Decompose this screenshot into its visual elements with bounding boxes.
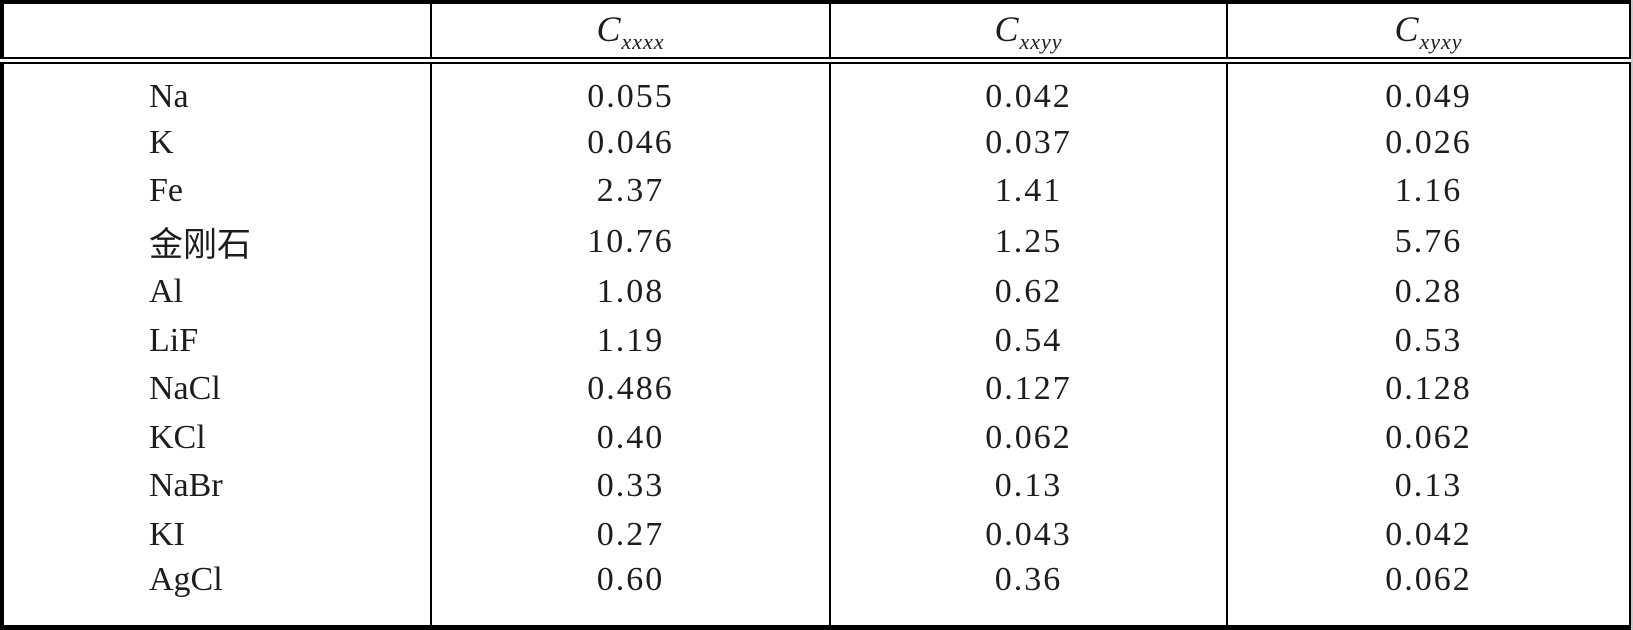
material-label: 金刚石 [149,227,251,265]
cxyxy-value: 0.128 [1226,364,1631,414]
cxyxy-value: 0.062 [1226,558,1631,628]
material-label: KI [149,515,185,553]
cxyxy-value: 0.062 [1226,413,1631,462]
cxxxx-value: 0.046 [430,118,830,167]
cxxxx-value: 1.08 [430,267,830,317]
material-label: NaBr [149,467,223,505]
cxyxy-value: 0.026 [1226,118,1631,167]
cxxxx-value: 0.055 [430,60,830,119]
cxxyy-subscript: xxyy [1019,29,1063,55]
table-row-lif: LiF 1.19 0.54 0.53 [2,316,1631,365]
table-row-k: K 0.046 0.037 0.026 [2,118,1631,167]
table-row-al: Al 1.08 0.62 0.28 [2,267,1631,317]
cxxyy-value: 1.25 [829,215,1227,268]
cxxyy-value: 0.042 [829,60,1227,119]
table-row-na: Na 0.055 0.042 0.049 [2,60,1631,119]
cxxyy-value: 0.36 [829,558,1227,628]
cxyxy-symbol: C [1394,9,1420,50]
table-row-nabr: NaBr 0.33 0.13 0.13 [2,461,1631,511]
cxxyy-value: 0.127 [829,364,1227,414]
cxxyy-value: 0.54 [829,316,1227,365]
cxxxx-value: 1.19 [430,316,830,365]
material-label: K [149,123,174,161]
cxyxy-value: 0.042 [1226,510,1631,559]
header-cell-cxxxx: Cxxxx [430,2,830,64]
material-label: NaCl [149,370,221,408]
cxxxx-subscript: xxxx [621,29,665,55]
cxxyy-value: 0.13 [829,461,1227,511]
header-cell-cxyxy: Cxyxy [1226,2,1631,64]
cxxxx-value: 0.33 [430,461,830,511]
cxxxx-value: 0.60 [430,558,830,628]
cxxyy-value: 1.41 [829,166,1227,216]
cxxxx-value: 2.37 [430,166,830,216]
cxxyy-symbol: C [994,9,1020,50]
material-label: Fe [149,172,183,210]
table-row-agcl: AgCl 0.60 0.36 0.062 [2,558,1631,628]
header-cell-cxxyy: Cxxyy [829,2,1227,64]
cxxyy-value: 0.037 [829,118,1227,167]
material-label: KCl [149,418,206,456]
cxxyy-value: 0.043 [829,510,1227,559]
cxyxy-value: 1.16 [1226,166,1631,216]
scan-edge-artifact [1631,0,1633,630]
header-cell-material [2,2,431,64]
cxyxy-value: 5.76 [1226,215,1631,268]
cxxxx-value: 0.27 [430,510,830,559]
cxxyy-value: 0.62 [829,267,1227,317]
cxyxy-subscript: xyxy [1419,29,1463,55]
cxxxx-value: 10.76 [430,215,830,268]
table-row-fe: Fe 2.37 1.41 1.16 [2,166,1631,216]
material-label: LiF [149,321,199,359]
cxxxx-value: 0.40 [430,413,830,462]
cxyxy-value: 0.049 [1226,60,1631,119]
material-label: AgCl [149,560,223,598]
cxxxx-symbol: C [596,9,622,50]
material-label: Na [149,78,189,116]
table-row-nacl: NaCl 0.486 0.127 0.128 [2,364,1631,414]
cxyxy-value: 0.28 [1226,267,1631,317]
table-row-ki: KI 0.27 0.043 0.042 [2,510,1631,559]
table-row-kcl: KCl 0.40 0.062 0.062 [2,413,1631,462]
material-label: Al [149,273,183,311]
cxxxx-value: 0.486 [430,364,830,414]
cxyxy-value: 0.13 [1226,461,1631,511]
header-row: Cxxxx Cxxyy Cxyxy [2,2,1631,64]
table-row-diamond: 金刚石 10.76 1.25 5.76 [2,215,1631,268]
cxxyy-value: 0.062 [829,413,1227,462]
cxyxy-value: 0.53 [1226,316,1631,365]
